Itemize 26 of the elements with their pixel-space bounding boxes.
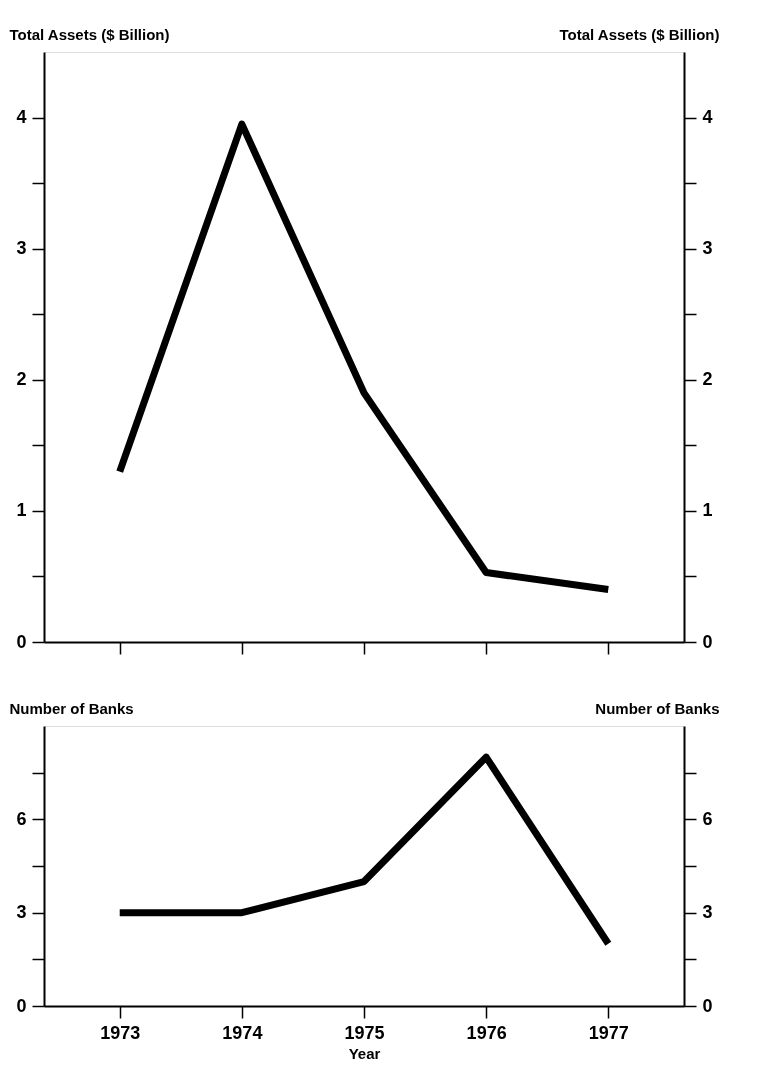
y-tick-label: 3 (16, 238, 27, 259)
x-axis-title: Year (348, 1044, 381, 1062)
y2-axis-title: Number of Banks (595, 699, 720, 717)
y-tick-label: 1 (16, 500, 27, 521)
y2-tick-label: 0 (702, 995, 713, 1016)
y2-tick-label: 4 (702, 107, 713, 128)
x-tick-label: 1975 (344, 1022, 385, 1043)
y2-axis-title: Total Assets ($ Billion) (559, 25, 720, 43)
y-tick-label: 0 (16, 631, 27, 652)
x-tick-label: 1977 (588, 1022, 629, 1043)
x-tick-label: 1973 (100, 1022, 141, 1043)
y2-tick-label: 2 (702, 369, 713, 390)
y-tick-label: 6 (16, 808, 27, 829)
y2-tick-label: 6 (702, 808, 713, 829)
y2-tick-label: 3 (702, 238, 713, 259)
y-axis-title: Total Assets ($ Billion) (9, 25, 170, 43)
y-tick-label: 0 (16, 995, 27, 1016)
y2-tick-label: 3 (702, 902, 713, 923)
y-tick-label: 2 (16, 369, 27, 390)
y2-tick-label: 0 (702, 631, 713, 652)
y-tick-label: 3 (16, 902, 27, 923)
x-tick-label: 1974 (222, 1022, 263, 1043)
y-tick-label: 4 (16, 107, 27, 128)
y2-tick-label: 1 (702, 500, 713, 521)
x-tick-label: 1976 (466, 1022, 507, 1043)
y-axis-title: Number of Banks (9, 699, 134, 717)
